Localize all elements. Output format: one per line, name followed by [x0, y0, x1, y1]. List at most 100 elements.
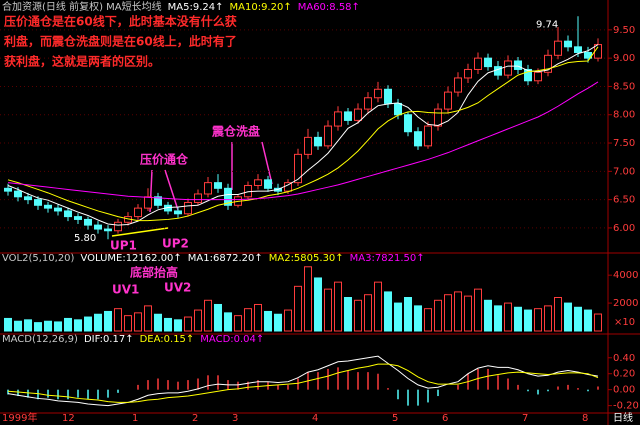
volume-bar: [554, 297, 562, 332]
volume-bar: [204, 299, 212, 332]
x-tick-label: 4: [312, 413, 318, 424]
candle-body: [24, 196, 32, 201]
header-item: MA3:7821.50↑: [350, 253, 425, 264]
volume-bar: [154, 313, 162, 332]
x-tick-label: 3: [232, 413, 238, 424]
candle-body: [4, 187, 12, 192]
candle-body: [34, 199, 42, 206]
candle-body: [154, 196, 162, 206]
candle-body: [474, 57, 482, 70]
volume-bar: [414, 305, 422, 332]
high-label: 9.74: [536, 19, 558, 30]
panel-header: VOL2(5,10,20) VOLUME:12162.00↑ MA1:6872.20…: [2, 253, 425, 264]
header-item: MACD:0.04↑: [200, 334, 264, 345]
header-item: MA10:9.20↑: [230, 2, 292, 13]
header-item: 合加资源(日线 前复权) MA短长均线: [2, 0, 162, 13]
volume-bar: [574, 306, 582, 332]
volume-bar: [114, 308, 122, 332]
candle-body: [314, 136, 322, 147]
y-tick-label: 8.00: [613, 110, 635, 121]
y-tick-label: -0.20: [613, 401, 639, 412]
candle-body: [384, 88, 392, 104]
volume-bar: [304, 266, 312, 332]
volume-bar: [454, 291, 462, 332]
volume-bar: [34, 322, 42, 332]
candle-body: [114, 221, 122, 232]
header-item: DEA:0.15↑: [140, 334, 195, 345]
annotation-label: 震仓洗盘: [212, 124, 260, 139]
candle-body: [444, 91, 452, 110]
panel-header: 合加资源(日线 前复权) MA短长均线 MA5:9.24↑ MA10:9.20↑ MA…: [2, 0, 360, 13]
volume-bar: [444, 294, 452, 332]
x-tick-label: 1999年: [2, 411, 37, 424]
candle-body: [334, 111, 342, 127]
note-text: 利盘，而震仓洗盘则是在60线上，此时有了: [4, 34, 237, 49]
volume-bar: [584, 309, 592, 332]
volume-bar: [4, 317, 12, 332]
volume-bar: [464, 295, 472, 332]
candle-body: [574, 46, 582, 53]
panel-header: MACD(12,26,9) DIF:0.17↑ DEA:0.15↑ MACD:0.04…: [2, 334, 264, 345]
y-tick-label: 8.50: [613, 81, 635, 92]
candle-body: [294, 153, 302, 184]
y-tick-label: 9.00: [613, 53, 635, 64]
line: [7, 44, 599, 226]
volume-bar: [144, 305, 152, 332]
y-tick-label: 2000: [613, 298, 638, 309]
candle-body: [414, 131, 422, 147]
candle-body: [74, 216, 82, 220]
candle-body: [424, 125, 432, 147]
volume-bar: [224, 312, 232, 332]
volume-bar: [324, 288, 332, 332]
volume-bar: [284, 309, 292, 332]
candle-body: [514, 60, 522, 70]
header-item: MA2:5805.30↑: [269, 253, 344, 264]
y-tick-label: 0.40: [613, 353, 635, 364]
volume-bar: [134, 312, 142, 332]
volume-bar: [264, 310, 272, 332]
candle-body: [364, 97, 372, 110]
note-text: 压价通仓是在60线下，此时基本没有什么获: [4, 14, 237, 29]
candle-body: [204, 182, 212, 195]
candle-body: [84, 218, 92, 226]
candle-body: [214, 182, 222, 189]
annotation-label: UV1: [112, 283, 139, 297]
candle-body: [344, 111, 352, 121]
header-item: DIF:0.17↑: [84, 334, 134, 345]
volume-bar: [194, 309, 202, 332]
volume-bar: [384, 291, 392, 332]
y-tick-label: 0.00: [613, 385, 635, 396]
candle-body: [54, 207, 62, 212]
volume-bar: [474, 288, 482, 332]
candle-body: [144, 196, 152, 209]
volume-bar: [104, 310, 112, 332]
x-tick-label: 7: [522, 413, 528, 424]
volume-bar: [364, 294, 372, 332]
line: [7, 363, 599, 403]
candle-body: [264, 179, 272, 189]
candle-body: [64, 210, 72, 218]
candle-body: [254, 179, 262, 186]
volume-bar: [84, 316, 92, 332]
volume-bar: [594, 313, 602, 332]
candle-body: [304, 136, 312, 155]
period-label: 日线: [613, 411, 633, 424]
candle-body: [14, 190, 22, 198]
unit-label: ×10: [614, 317, 635, 328]
header-item: MACD(12,26,9): [2, 334, 78, 345]
candle-body: [564, 40, 572, 48]
volume-bar: [404, 297, 412, 332]
volume-bar: [24, 319, 32, 332]
volume-bar: [434, 299, 442, 332]
annotation-arrows: [111, 141, 273, 237]
volume-bar: [374, 281, 382, 332]
candle-body: [544, 54, 552, 73]
volume-bar: [274, 313, 282, 332]
line: [7, 355, 599, 407]
candle-body: [494, 66, 502, 76]
volume-bar: [124, 315, 132, 332]
volume-bar: [214, 303, 222, 332]
volume-bar: [524, 309, 532, 332]
x-tick-label: 12: [62, 413, 75, 424]
note-text: 获利盘，这就是两者的区别。: [3, 54, 160, 69]
